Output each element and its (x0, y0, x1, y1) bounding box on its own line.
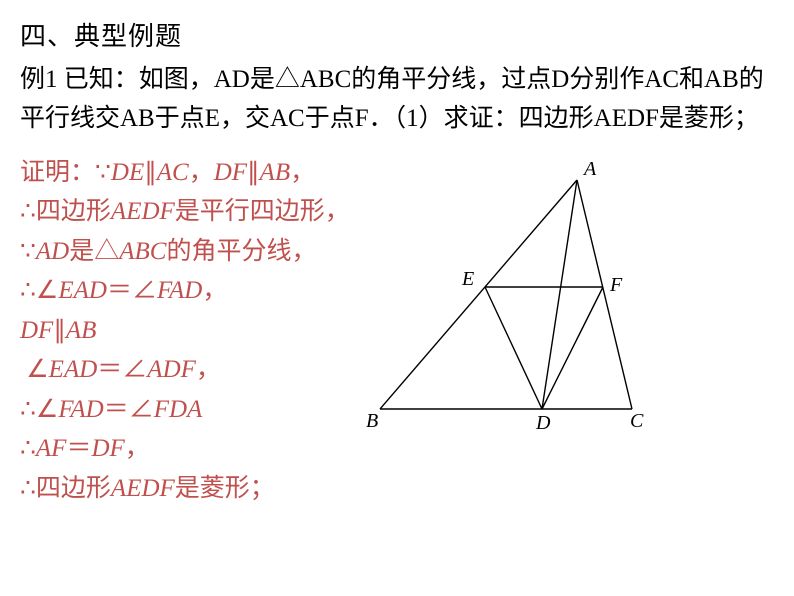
vertex-label-e: E (461, 268, 474, 290)
proof-prefix: 证明： (20, 159, 95, 186)
proof-line-9: ∴四边形AEDF是菱形； (20, 469, 350, 509)
section-title: 四、典型例题 (20, 16, 774, 53)
text: 四边形 (36, 198, 111, 225)
expr-de: DE (111, 159, 144, 186)
text: 的角平分线， (166, 238, 316, 265)
expr-df: DF (91, 435, 124, 462)
parallel-symbol: ∥ (53, 317, 66, 344)
parallel-symbol: ∥ (144, 159, 157, 186)
therefore-symbol: ∴ (20, 396, 36, 423)
expr-df: DF (214, 159, 247, 186)
expr-abc: ABC (119, 238, 166, 265)
because-symbol: ∵ (95, 159, 111, 186)
proof-line-3: ∵AD是△ABC的角平分线， (20, 232, 350, 272)
expr-adf: ADF (147, 356, 196, 383)
text: 是平行四边形， (175, 198, 350, 225)
vertex-label-c: C (630, 410, 644, 432)
proof-line-7: ∴∠FAD＝∠FDA (20, 390, 350, 430)
expr-aedf: AEDF (111, 475, 175, 502)
expr-ab: AB (260, 159, 291, 186)
expr-ead: EAD (49, 356, 98, 383)
expr-ad: AD (36, 238, 69, 265)
expr-ead: EAD (58, 277, 107, 304)
text: 四边形 (36, 475, 111, 502)
expr-af: AF (36, 435, 67, 462)
proof-line-6: ∠EAD＝∠ADF， (20, 350, 350, 390)
expr-ac: AC (157, 159, 189, 186)
geometry-diagram: A B C D E F (358, 157, 658, 442)
text: 是△ (69, 238, 119, 265)
because-symbol: ∵ (20, 238, 36, 265)
therefore-symbol: ∴ (20, 435, 36, 462)
expr-fad: FAD (157, 277, 202, 304)
text: 是菱形； (175, 475, 275, 502)
proof-block: 证明：∵DE∥AC，DF∥AB， ∴四边形AEDF是平行四边形， ∵AD是△AB… (20, 153, 350, 509)
expr-fad: FAD (58, 396, 103, 423)
therefore-symbol: ∴ (20, 277, 36, 304)
vertex-label-a: A (582, 158, 597, 180)
expr-ab: AB (66, 317, 97, 344)
proof-line-8: ∴AF＝DF， (20, 429, 350, 469)
parallel-symbol: ∥ (247, 159, 260, 186)
proof-line-5: DF∥AB (20, 311, 350, 351)
proof-line-1: 证明：∵DE∥AC，DF∥AB， (20, 153, 350, 193)
vertex-label-d: D (535, 412, 551, 434)
vertex-label-f: F (609, 274, 623, 296)
proof-line-2: ∴四边形AEDF是平行四边形， (20, 192, 350, 232)
expr-aedf: AEDF (111, 198, 175, 225)
therefore-symbol: ∴ (20, 475, 36, 502)
vertex-label-b: B (366, 410, 378, 432)
therefore-symbol: ∴ (20, 198, 36, 225)
content-row: 证明：∵DE∥AC，DF∥AB， ∴四边形AEDF是平行四边形， ∵AD是△AB… (20, 153, 774, 509)
problem-statement: 例1 已知：如图，AD是△ABC的角平分线，过点D分别作AC和AB的平行线交AB… (20, 61, 774, 139)
proof-line-4: ∴∠EAD＝∠FAD， (20, 271, 350, 311)
expr-df: DF (20, 317, 53, 344)
triangle-svg: A B C D E F (358, 157, 658, 437)
expr-fda: FDA (154, 396, 203, 423)
